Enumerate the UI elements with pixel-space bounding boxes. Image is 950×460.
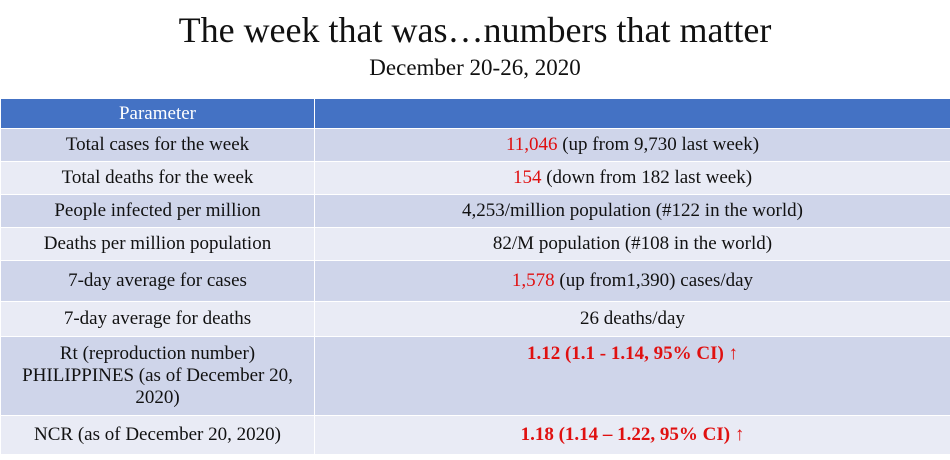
statistics-table: Parameter Total cases for the week 11,04… [0,98,950,455]
row-value: 4,253/million population (#122 in the wo… [314,194,950,228]
table-row-7day-deaths: 7-day average for deaths 26 deaths/day [0,301,950,337]
table-row-7day-cases: 7-day average for cases 1,578 (up from1,… [0,260,950,302]
row-value-text: (up from1,390) cases/day [554,270,754,291]
table-row-total-deaths: Total deaths for the week 154 (down from… [0,161,950,195]
highlight-number: 154 [512,167,542,188]
row-value: 1,578 (up from1,390) cases/day [314,260,950,302]
row-value: 82/M population (#108 in the world) [314,227,950,261]
value-header [314,98,950,129]
row-value: 1.18 (1.14 – 1.22, 95% CI) ↑ [314,415,950,455]
row-value: 1.12 (1.1 - 1.14, 95% CI) ↑ [314,336,950,416]
highlight-number: 1,578 [511,270,555,291]
table-row-total-cases: Total cases for the week 11,046 (up from… [0,128,950,162]
row-value: 26 deaths/day [314,301,950,337]
parameter-header: Parameter [0,98,315,129]
table-row-rt-philippines: Rt (reproduction number) PHILIPPINES (as… [0,336,950,416]
row-value: 11,046 (up from 9,730 last week) [314,128,950,162]
row-label: People infected per million [0,194,315,228]
row-label: Total deaths for the week [0,161,315,195]
row-value: 154 (down from 182 last week) [314,161,950,195]
slide-title: The week that was…numbers that matter [178,10,772,50]
highlight-number: 11,046 [505,134,558,155]
slide-subtitle: December 20-26, 2020 [369,55,581,80]
row-label: 7-day average for cases [0,260,315,302]
row-label: NCR (as of December 20, 2020) [0,415,315,455]
table-row-deaths-per-million: Deaths per million population 82/M popul… [0,227,950,261]
table-header-row: Parameter [0,98,950,129]
row-label: Deaths per million population [0,227,315,261]
row-value-text: (down from 182 last week) [541,167,753,188]
table-row-rt-ncr: NCR (as of December 20, 2020) 1.18 (1.14… [0,415,950,455]
table-row-infected-per-million: People infected per million 4,253/millio… [0,194,950,228]
row-label: Total cases for the week [0,128,315,162]
row-value-text: (up from 9,730 last week) [557,134,760,155]
row-label: Rt (reproduction number) PHILIPPINES (as… [0,336,315,416]
row-label: 7-day average for deaths [0,301,315,337]
